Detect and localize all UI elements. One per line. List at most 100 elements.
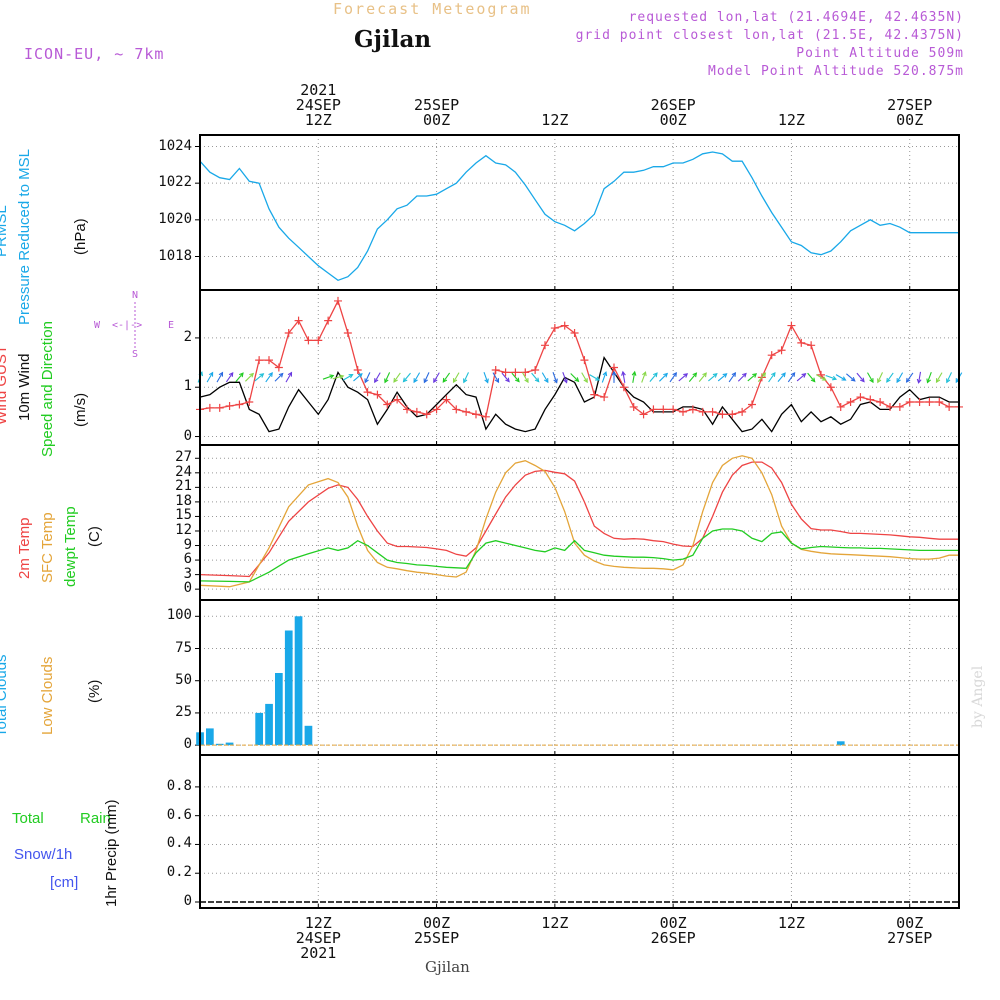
- wind-direction-arrow: [206, 372, 214, 383]
- panel-frame: [199, 754, 960, 909]
- wind-arrow-head: [810, 377, 816, 383]
- compass-w: W: [94, 320, 101, 331]
- wind-arrow-head: [393, 377, 398, 383]
- gust-point-marker: [915, 398, 924, 407]
- time-tick-label: 24SEP: [295, 929, 341, 947]
- wind-direction-arrow: [796, 373, 806, 382]
- y-tick-label: 3: [183, 565, 192, 582]
- wind-direction-arrow: [332, 375, 344, 380]
- gust-point-marker: [422, 410, 431, 419]
- total-cloud-bar: [206, 728, 214, 746]
- y-tick-label: 15: [175, 507, 192, 524]
- wind-arrow-head: [790, 371, 796, 377]
- gust-point-marker: [462, 407, 471, 416]
- wind-arrow-head: [781, 372, 786, 378]
- wind-arrow-head: [869, 378, 874, 384]
- wind-arrow-head: [692, 372, 698, 378]
- y-tick-label: 0.2: [166, 864, 192, 881]
- gust-point-marker: [235, 400, 244, 409]
- wind-direction-arrow: [463, 372, 469, 383]
- gust-point-marker: [718, 410, 727, 419]
- wind-arrow-head: [841, 376, 847, 381]
- y-tick-label: 6: [183, 551, 192, 568]
- wind-direction-arrow: [807, 372, 816, 382]
- gust-point-marker: [856, 393, 865, 402]
- wind-direction-arrow: [589, 374, 600, 381]
- gust-point-marker: [945, 402, 954, 411]
- panel-frame: [199, 444, 960, 601]
- gust-point-marker: [274, 363, 283, 372]
- gust-point-marker: [521, 368, 530, 377]
- gust-point-marker: [265, 356, 273, 365]
- gust-point-marker: [767, 351, 776, 360]
- gust-point-marker: [511, 368, 520, 377]
- wind-arrow-head: [433, 378, 438, 384]
- gust-point-marker: [541, 341, 549, 350]
- wind-arrow-head: [850, 376, 856, 382]
- time-tick-label: 00Z: [423, 914, 451, 932]
- y-tick-label: 50: [175, 671, 192, 688]
- y-tick-label: 0: [183, 580, 192, 597]
- gust-point-marker: [629, 402, 638, 411]
- gust-point-marker: [531, 365, 540, 374]
- wind-direction-arrow: [698, 372, 707, 382]
- gust-point-marker: [905, 398, 914, 407]
- wind-direction-arrow: [622, 371, 626, 383]
- time-tick-label: 00Z: [423, 111, 451, 129]
- gust-point-marker: [205, 403, 214, 412]
- wind-arrow-head: [484, 378, 489, 384]
- time-tick-label: 2021: [300, 81, 337, 99]
- time-tick-label: 27SEP: [887, 96, 933, 114]
- wind-direction-arrow: [353, 373, 363, 382]
- wind-direction-arrow: [918, 371, 922, 383]
- time-tick-label: 12Z: [777, 914, 805, 932]
- wind-direction-arrow: [570, 373, 579, 382]
- wind-arrow-head: [249, 372, 255, 378]
- time-tick-label: 26SEP: [650, 929, 696, 947]
- panel-frame: [199, 599, 960, 756]
- total-cloud-bar: [836, 741, 845, 746]
- wind-direction-arrow: [846, 373, 856, 382]
- gust-point-marker: [610, 363, 618, 372]
- gust-point-marker: [895, 402, 904, 411]
- wind-direction-arrow: [728, 372, 736, 383]
- temp-sfc-line: [199, 455, 959, 588]
- gust-point-marker: [826, 383, 835, 392]
- chart-title: Forecast Meteogram: [333, 0, 532, 18]
- wind-arrow-head: [771, 371, 776, 377]
- wind-arrow-head: [886, 377, 891, 383]
- wind-arrow-head: [413, 378, 418, 384]
- gust-point-marker: [570, 328, 579, 337]
- wind-direction-arrow: [669, 372, 677, 383]
- wind-direction-arrow: [886, 372, 894, 383]
- total-cloud-bar: [225, 742, 234, 746]
- wind-arrow-head: [423, 378, 428, 384]
- wind-arrow-head: [752, 373, 758, 378]
- y-tick-label: 0.4: [166, 835, 192, 852]
- wind-arrow-head: [611, 370, 617, 376]
- gust-point-marker: [314, 336, 323, 345]
- wind-arrow-head: [259, 373, 265, 378]
- wind-arrow-head: [926, 378, 931, 384]
- time-tick-label: 27SEP: [887, 929, 933, 947]
- gust-point-marker: [363, 388, 372, 397]
- gust-point-marker: [215, 403, 224, 412]
- gust-point-marker: [225, 401, 234, 410]
- wind-direction-arrow: [374, 372, 381, 383]
- y-tick-label: 1020: [158, 210, 192, 227]
- gust-point-marker: [343, 328, 352, 337]
- wind-direction-arrow: [747, 373, 757, 382]
- wind-direction-arrow: [552, 372, 558, 383]
- wind-10m-line: [199, 356, 959, 433]
- wind-direction-arrow: [265, 372, 273, 383]
- wind-arrow-head: [722, 373, 728, 378]
- y-tick-label: 75: [175, 639, 192, 656]
- wind-arrow-head: [452, 378, 458, 384]
- wind-direction-arrow: [926, 372, 932, 383]
- time-tick-label: 2021: [300, 944, 337, 962]
- wind-arrow-head: [642, 371, 647, 377]
- wind-arrow-head: [672, 371, 677, 377]
- y-tick-label: 1018: [158, 247, 192, 264]
- compass-n: N: [132, 290, 139, 301]
